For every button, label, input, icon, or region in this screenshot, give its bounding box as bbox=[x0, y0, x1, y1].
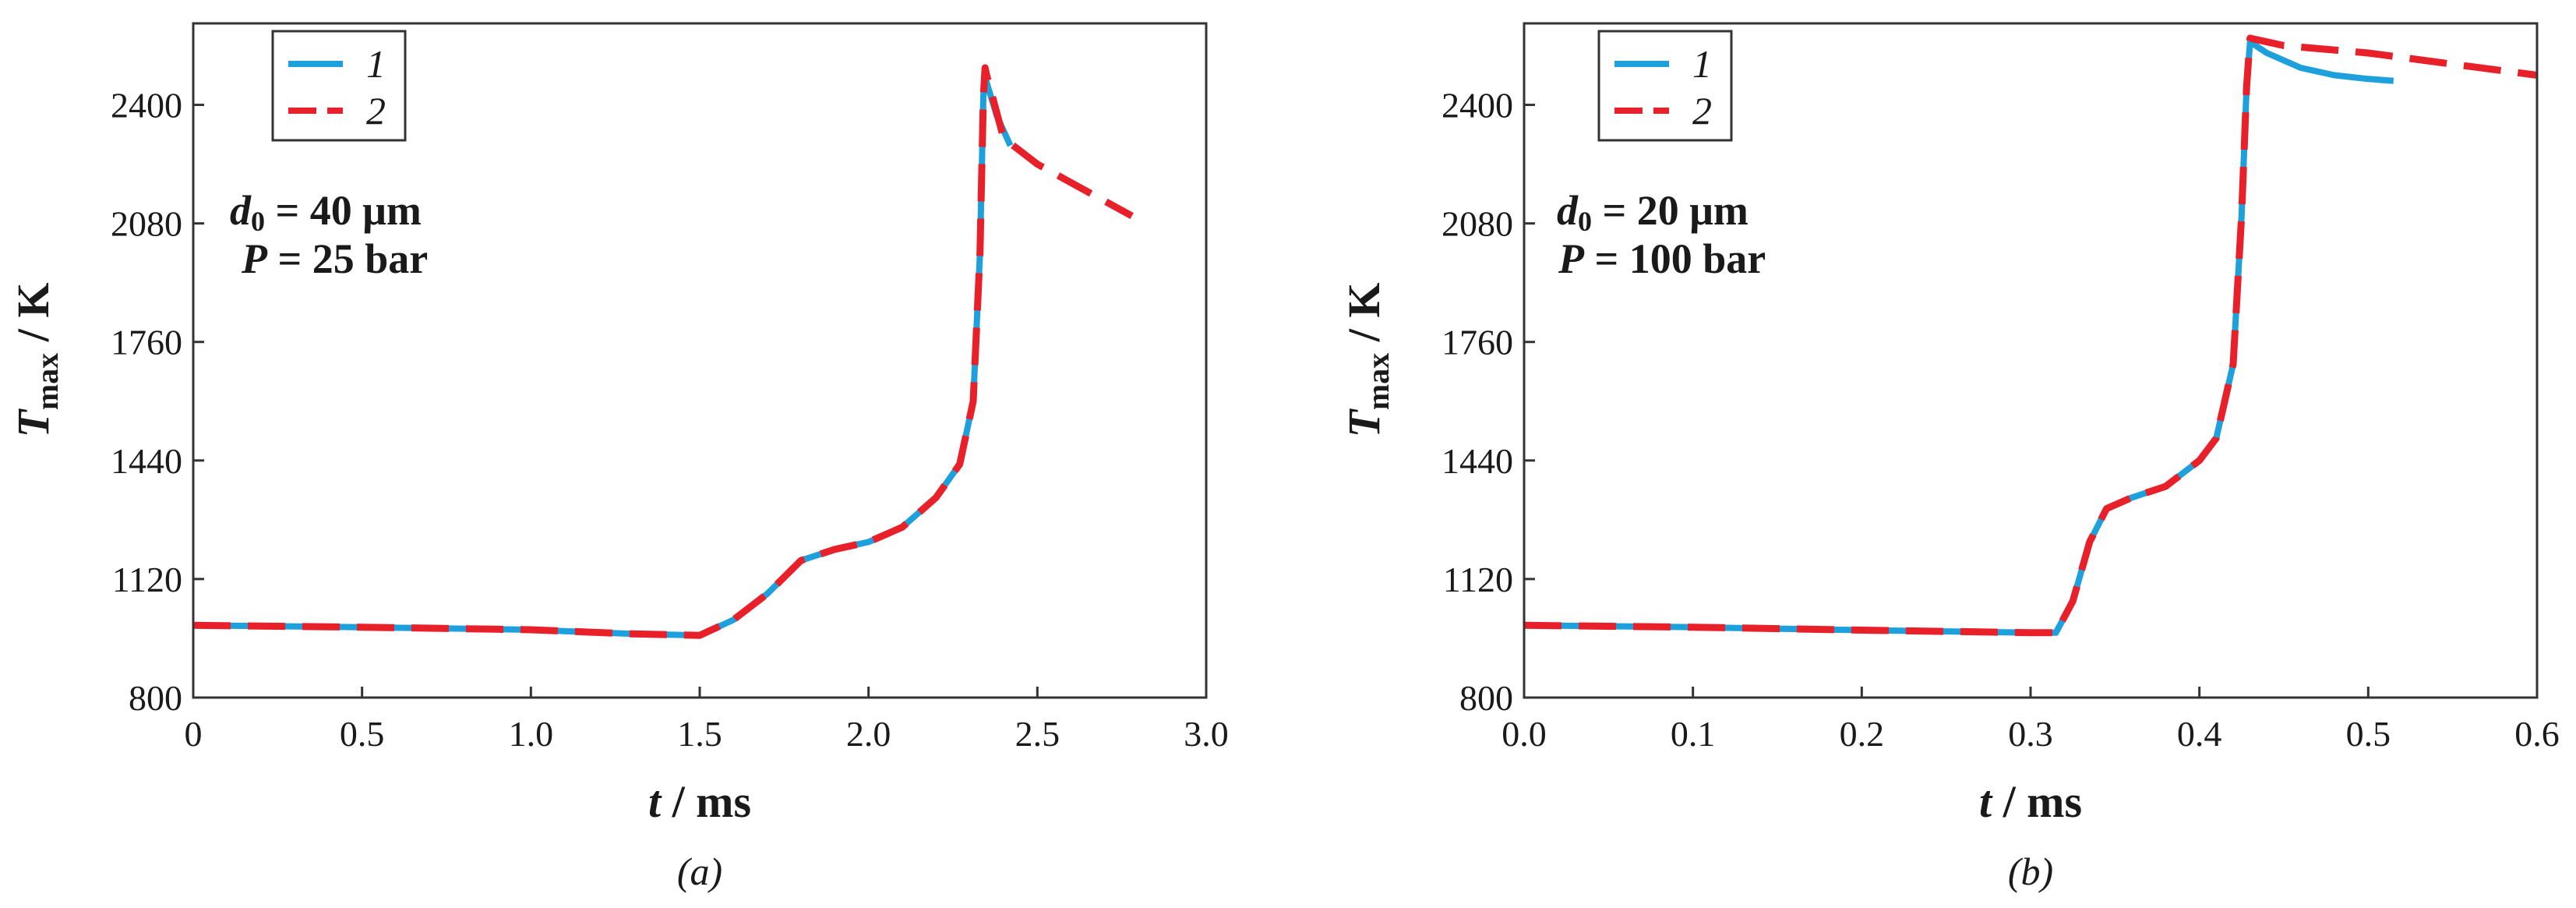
y-tick-label: 2080 bbox=[1442, 204, 1513, 244]
x-tick-label: 1.0 bbox=[509, 714, 554, 754]
annotation-pressure: P = 25 bar bbox=[241, 235, 428, 282]
y-tick-label: 1760 bbox=[111, 323, 182, 362]
caption-b: (b) bbox=[2008, 850, 2053, 893]
series-line-2 bbox=[1523, 34, 2538, 637]
x-tick-label: 0.5 bbox=[2346, 714, 2391, 754]
y-tick-label: 1760 bbox=[1442, 323, 1513, 362]
x-axis-label-a: t / ms bbox=[648, 776, 751, 827]
x-tick-label: 3.0 bbox=[1184, 714, 1229, 754]
chart-panel-a: 0 0.5 1.0 1.5 2.0 2.5 3.0 800 1120 1440 1760 2080 24… bbox=[8, 22, 1229, 893]
x-tick-label: 0.3 bbox=[2008, 714, 2053, 754]
x-tick-label: 0.2 bbox=[1840, 714, 1885, 754]
y-tick-label: 800 bbox=[129, 678, 182, 718]
x-tick-label: 0.1 bbox=[1671, 714, 1716, 754]
tick-layer-b: 0.0 0.1 0.2 0.3 0.4 0.5 0.6 800 1120 1440 1760 2080… bbox=[1442, 86, 2560, 754]
x-tick-label: 2.0 bbox=[846, 714, 891, 754]
y-tick-label: 800 bbox=[1459, 678, 1513, 718]
y-tick-label: 1440 bbox=[1442, 441, 1513, 481]
x-tick-label: 0.6 bbox=[2514, 714, 2560, 754]
legend-label-1: 1 bbox=[366, 42, 386, 86]
legend-box bbox=[271, 30, 407, 142]
x-tick-label: 2.5 bbox=[1015, 714, 1060, 754]
y-tick-label: 1120 bbox=[112, 560, 182, 599]
x-tick-label: 0 bbox=[185, 714, 203, 754]
legend-b: 1 2 bbox=[1597, 30, 1733, 142]
legend-box bbox=[1597, 30, 1733, 142]
legend-label-1: 1 bbox=[1692, 42, 1712, 86]
y-tick-label: 1440 bbox=[111, 441, 182, 481]
x-tick-label: 0.5 bbox=[340, 714, 385, 754]
x-tick-label: 1.5 bbox=[677, 714, 722, 754]
legend-label-2: 2 bbox=[1692, 89, 1712, 132]
x-tick-label: 0.0 bbox=[1501, 714, 1547, 754]
tick-layer-a: 0 0.5 1.0 1.5 2.0 2.5 3.0 800 1120 1440 1760 2080 24… bbox=[111, 86, 1229, 754]
series-layer-a bbox=[192, 64, 1134, 639]
legend-label-2: 2 bbox=[366, 89, 386, 132]
annotation-pressure: P = 100 bar bbox=[1558, 235, 1766, 282]
y-tick-label: 1120 bbox=[1443, 560, 1513, 599]
y-tick-label: 2080 bbox=[111, 204, 182, 244]
y-tick-label: 2400 bbox=[111, 86, 182, 125]
series-layer-b bbox=[1523, 34, 2538, 637]
y-axis-label-b: Tmax / K bbox=[1339, 283, 1396, 438]
chart-panel-b: 0.0 0.1 0.2 0.3 0.4 0.5 0.6 800 1120 1440 1760 2080… bbox=[1339, 22, 2560, 893]
y-tick-label: 2400 bbox=[1442, 86, 1513, 125]
legend-a: 1 2 bbox=[271, 30, 407, 142]
annotation-diameter: d0 = 40 μm bbox=[230, 187, 422, 237]
y-axis-label-a: Tmax / K bbox=[8, 283, 65, 438]
caption-a: (a) bbox=[677, 850, 722, 893]
annotation-diameter: d0 = 20 μm bbox=[1557, 187, 1749, 237]
series-line-1 bbox=[192, 65, 1014, 639]
x-axis-label-b: t / ms bbox=[1979, 776, 2082, 827]
x-tick-label: 0.4 bbox=[2177, 714, 2222, 754]
series-line-2 bbox=[192, 64, 1134, 639]
